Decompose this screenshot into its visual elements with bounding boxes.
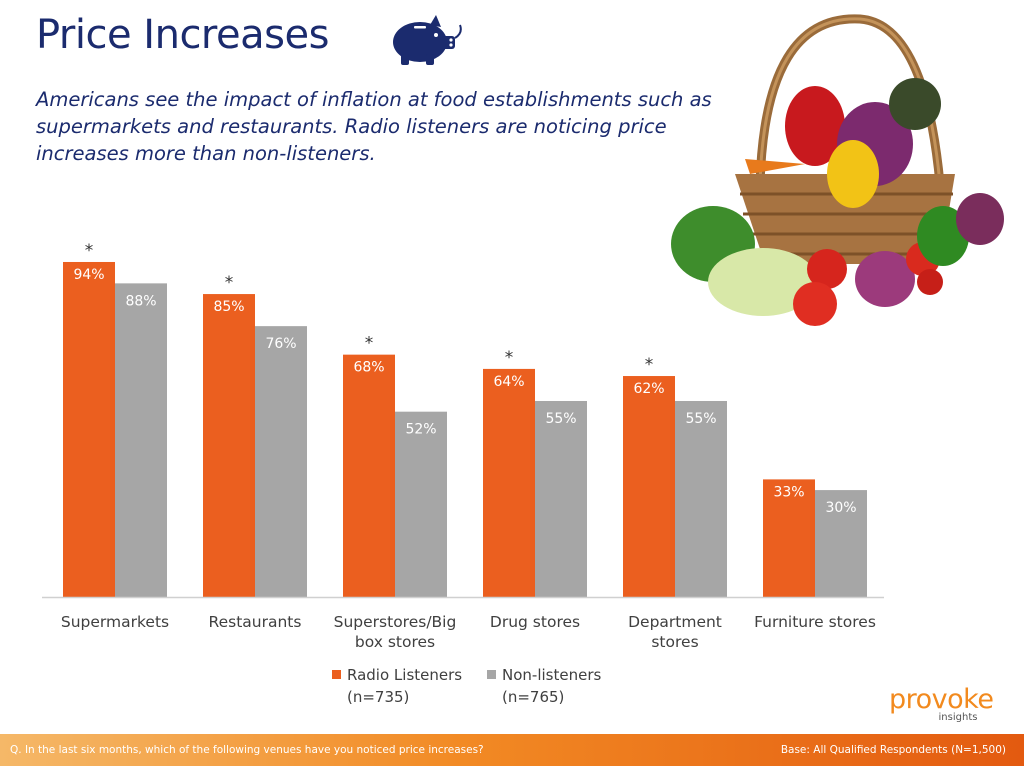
data-label-non-supermarkets: 88% bbox=[125, 293, 156, 309]
bar-radio-department-stores bbox=[623, 376, 675, 597]
legend-n-non: (n=765) bbox=[502, 688, 565, 706]
bar-radio-superstores-big-box-stores bbox=[343, 354, 395, 597]
bar-non-supermarkets bbox=[115, 283, 167, 597]
bar-non-drug-stores bbox=[535, 400, 587, 597]
category-label-supermarkets: Supermarkets bbox=[61, 613, 169, 631]
piggy-bank-icon bbox=[393, 15, 462, 65]
bar-non-department-stores bbox=[675, 400, 727, 597]
data-label-radio-superstores-big-box-stores: 68% bbox=[353, 360, 384, 376]
legend-swatch-non bbox=[487, 670, 496, 679]
legend-label-non: Non-listeners bbox=[502, 666, 602, 684]
data-label-non-furniture-stores: 30% bbox=[825, 500, 856, 516]
logo-main-text: provoke bbox=[889, 684, 994, 715]
footer-bar: Q. In the last six months, which of the … bbox=[0, 734, 1024, 766]
data-label-radio-restaurants: 85% bbox=[213, 299, 244, 315]
provoke-insights-logo: provoke insights bbox=[889, 684, 994, 723]
category-label-superstores-big-box-stores: Superstores/Big bbox=[334, 613, 457, 631]
significance-marker-restaurants: * bbox=[225, 273, 234, 293]
footer-base: Base: All Qualified Respondents (N=1,500… bbox=[780, 744, 1006, 756]
vegetable-basket-image bbox=[671, 14, 1004, 326]
legend-n-radio: (n=735) bbox=[347, 688, 410, 706]
bar-non-superstores-big-box-stores bbox=[395, 411, 447, 597]
category-label-restaurants: Restaurants bbox=[209, 613, 302, 631]
data-label-radio-department-stores: 62% bbox=[633, 381, 664, 397]
page-subtitle: Americans see the impact of inflation at… bbox=[36, 88, 712, 165]
bar-non-furniture-stores bbox=[815, 490, 867, 597]
bar-radio-supermarkets bbox=[63, 261, 115, 597]
category-label-drug-stores: Drug stores bbox=[490, 613, 580, 631]
data-label-radio-drug-stores: 64% bbox=[493, 374, 524, 390]
legend-label-radio: Radio Listeners bbox=[347, 666, 463, 684]
significance-marker-supermarkets: * bbox=[85, 241, 94, 261]
bar-non-restaurants bbox=[255, 326, 307, 597]
data-label-radio-supermarkets: 94% bbox=[73, 267, 104, 283]
category-label-department-stores: Department bbox=[628, 613, 722, 631]
legend-swatch-radio bbox=[332, 670, 341, 679]
bar-radio-restaurants bbox=[203, 294, 255, 597]
page-title: Price Increases bbox=[36, 12, 329, 58]
data-label-non-department-stores: 55% bbox=[685, 411, 716, 427]
legend-item-radio-listeners: Radio Listeners (n=735) bbox=[332, 664, 462, 708]
significance-marker-drug-stores: * bbox=[505, 348, 514, 368]
data-label-non-superstores-big-box-stores: 52% bbox=[405, 422, 436, 438]
significance-marker-department-stores: * bbox=[645, 355, 654, 375]
data-label-non-drug-stores: 55% bbox=[545, 411, 576, 427]
category-label-furniture-stores: Furniture stores bbox=[754, 613, 876, 631]
data-label-non-restaurants: 76% bbox=[265, 336, 296, 352]
category-label-department-stores: stores bbox=[651, 633, 698, 651]
data-label-radio-furniture-stores: 33% bbox=[773, 484, 804, 500]
logo-sub-text: insights bbox=[938, 712, 978, 723]
legend-item-non-listeners: Non-listeners (n=765) bbox=[487, 664, 601, 708]
category-label-superstores-big-box-stores: box stores bbox=[355, 633, 435, 651]
bar-radio-drug-stores bbox=[483, 368, 535, 597]
significance-marker-superstores-big-box-stores: * bbox=[365, 334, 374, 354]
footer-question: Q. In the last six months, which of the … bbox=[10, 744, 484, 756]
bar-radio-furniture-stores bbox=[763, 479, 815, 597]
